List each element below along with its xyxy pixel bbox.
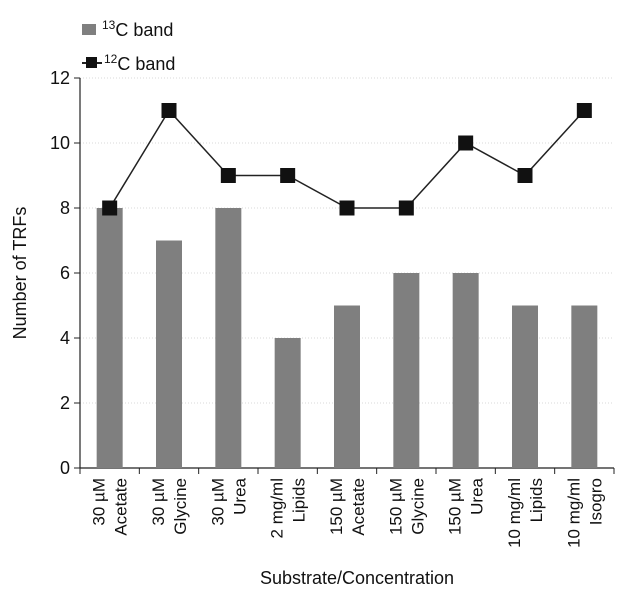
x-tick-label: Urea [468,477,487,514]
point-12c [161,103,177,118]
x-tick-label: Acetate [349,478,368,536]
x-tick-label: 150 µM [327,478,346,535]
legend-label-13c: 13C band [102,17,174,40]
bar-13c [274,338,301,468]
bar-13c [571,305,598,468]
x-tick-label: 10 mg/ml [564,478,583,548]
x-tick-label: 30 µM [149,478,168,526]
x-tick-label: Glycine [171,478,190,535]
y-tick-label: 0 [60,458,70,478]
x-tick-label: 150 µM [446,478,465,535]
bar-13c [334,305,360,468]
point-12c [102,200,118,216]
bar-13c [215,208,242,468]
x-tick-label: 30 µM [208,478,227,526]
point-12c [576,103,592,118]
line-12c [109,109,585,209]
chart-legend: 13C band 12C band [82,12,175,80]
bar-13c [393,273,420,468]
x-tick-label: Acetate [112,478,131,536]
point-12c [220,168,236,183]
x-tick-label: 150 µM [386,478,405,535]
x-tick-label: 10 mg/ml [505,478,524,548]
x-tick-label: Urea [230,477,249,514]
x-axis-title: Substrate/Concentration [260,568,454,588]
y-tick-label: 6 [60,263,70,283]
point-12c [458,135,474,151]
x-tick-label: Lipids [527,478,546,522]
x-tick-label: Lipids [290,478,309,522]
legend-swatch-12c [82,56,102,70]
bar-13c [512,305,538,468]
x-tick-label: Isogro [586,478,605,525]
point-12c [398,200,414,216]
y-tick-label: 12 [50,68,70,88]
x-tick-label: Glycine [408,478,427,535]
point-12c [280,168,296,183]
point-12c [517,168,533,183]
bar-13c [156,240,182,468]
y-tick-label: 10 [50,133,70,153]
y-tick-label: 4 [60,328,70,348]
legend-label-12c: 12C band [104,51,176,74]
bar-13c [452,273,479,468]
legend-swatch-13c [82,23,96,35]
x-tick-label: 30 µM [90,478,109,526]
x-tick-label: 2 mg/ml [268,478,287,538]
legend-item-12c: 12C band [82,46,175,80]
y-tick-label: 8 [60,198,70,218]
legend-item-13c: 13C band [82,12,175,46]
bar-13c [96,208,123,468]
y-tick-label: 2 [60,393,70,413]
y-axis-title: Number of TRFs [10,207,30,340]
point-12c [339,200,355,216]
